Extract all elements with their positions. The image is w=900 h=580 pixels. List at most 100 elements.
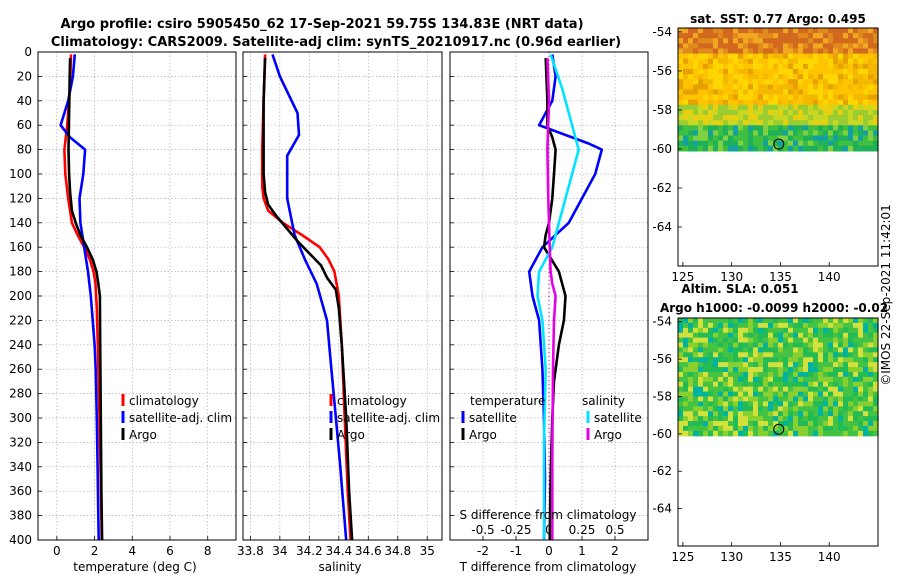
map-cell xyxy=(788,135,794,142)
map-cell xyxy=(833,145,839,152)
map-cell xyxy=(848,63,854,70)
map-cell xyxy=(748,322,754,329)
map-cell xyxy=(838,406,844,412)
map-cell xyxy=(793,115,799,121)
map-cell xyxy=(733,376,739,383)
map-cell xyxy=(678,99,684,106)
map-cell xyxy=(838,386,844,393)
map-cell xyxy=(748,94,754,101)
map-cell xyxy=(843,376,849,383)
map-cell xyxy=(828,94,834,101)
map-cell xyxy=(858,99,864,106)
map-cell xyxy=(848,53,854,60)
map-cell xyxy=(758,130,764,137)
map-cell xyxy=(753,89,759,96)
map-cell xyxy=(813,74,819,80)
map-cell xyxy=(773,74,779,80)
map-cell xyxy=(758,367,764,373)
map-cell xyxy=(768,140,774,147)
map-cell xyxy=(818,396,824,402)
map-cell xyxy=(803,99,809,106)
map-cell xyxy=(743,125,749,132)
map-cell xyxy=(828,79,834,85)
map-cell xyxy=(853,337,859,344)
map-cell xyxy=(708,140,714,147)
map-cell xyxy=(838,342,844,349)
y-tick-label: 300 xyxy=(9,411,32,425)
map-cell xyxy=(718,53,724,60)
plot-frame xyxy=(242,51,443,541)
map-cell xyxy=(858,104,864,111)
map-cell xyxy=(678,406,684,412)
map-cell xyxy=(853,38,859,44)
map-cell xyxy=(798,406,804,412)
map-cell xyxy=(733,43,739,50)
map-cell xyxy=(788,33,794,39)
map-cell xyxy=(863,376,869,383)
map-cell xyxy=(683,48,689,55)
map-cell xyxy=(863,53,869,60)
map-cell xyxy=(678,337,684,344)
map-cell xyxy=(698,337,704,344)
map-cell xyxy=(678,43,684,50)
map-cell xyxy=(763,401,769,407)
map-cell xyxy=(708,48,714,55)
map-cell xyxy=(748,38,754,44)
map-cell xyxy=(708,130,714,137)
map-cell xyxy=(703,401,709,407)
map-cell xyxy=(793,104,799,111)
map-cell xyxy=(738,38,744,44)
map-cell xyxy=(803,125,809,132)
map-cell xyxy=(738,68,744,75)
map-cell xyxy=(768,94,774,101)
map-cell xyxy=(833,362,839,368)
map-cell xyxy=(688,352,694,358)
map-cell xyxy=(788,94,794,101)
map-cell xyxy=(738,411,744,417)
map-cell xyxy=(838,89,844,96)
map-cell xyxy=(733,318,739,324)
map-cell xyxy=(868,115,874,121)
map-cell xyxy=(698,140,704,147)
map-cell xyxy=(728,386,734,393)
map-cell xyxy=(703,63,709,70)
map-cell xyxy=(713,342,719,349)
map-cell xyxy=(873,376,879,383)
map-cell xyxy=(688,371,694,378)
map-cell xyxy=(848,376,854,383)
map-cell xyxy=(868,43,874,50)
map-cell xyxy=(838,430,844,437)
map-cell xyxy=(738,367,744,373)
map-cell xyxy=(753,352,759,358)
map-cell xyxy=(833,337,839,344)
map-cell xyxy=(853,421,859,427)
map-x-tick-label: 125 xyxy=(671,270,694,284)
map-cell xyxy=(693,94,699,101)
map-cell xyxy=(683,104,689,111)
map-y-tick-label: -58 xyxy=(652,389,672,403)
map-cell xyxy=(783,58,789,65)
map-cell xyxy=(698,362,704,368)
map-cell xyxy=(763,109,769,116)
map-cell xyxy=(763,327,769,334)
map-cell xyxy=(803,130,809,137)
map-cell xyxy=(853,327,859,334)
map-cell xyxy=(828,376,834,383)
map-cell xyxy=(723,406,729,412)
x-tick-label: 34.4 xyxy=(325,544,352,558)
map-cell xyxy=(813,421,819,427)
map-cell xyxy=(728,43,734,50)
map-cell xyxy=(758,28,764,34)
map-cell xyxy=(678,33,684,39)
map-cell xyxy=(838,391,844,398)
map-cell xyxy=(678,84,684,91)
map-cell xyxy=(743,94,749,101)
map-cell xyxy=(798,145,804,152)
map-cell xyxy=(848,94,854,101)
map-cell xyxy=(718,99,724,106)
map-cell xyxy=(843,104,849,111)
map-cell xyxy=(783,357,789,363)
map-cell xyxy=(788,28,794,34)
map-cell xyxy=(693,367,699,373)
map-cell xyxy=(718,327,724,334)
